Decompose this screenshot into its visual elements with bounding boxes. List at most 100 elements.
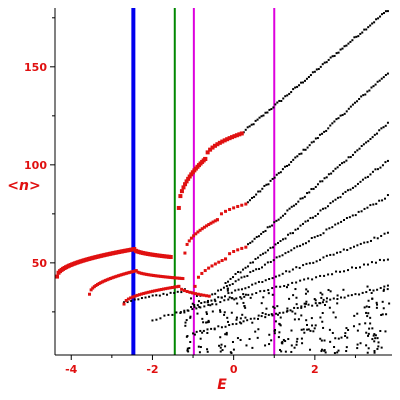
black-point — [248, 199, 251, 202]
black-point — [323, 274, 326, 277]
black-point — [329, 202, 332, 205]
black-point — [366, 175, 369, 178]
red-point — [215, 218, 219, 222]
black-point — [292, 88, 295, 91]
black-cloud-point — [345, 350, 348, 353]
black-point — [290, 161, 293, 164]
black-cloud-point — [294, 288, 297, 291]
black-cloud-point — [356, 343, 359, 346]
black-point — [300, 152, 303, 155]
black-point — [382, 126, 385, 129]
black-point — [210, 299, 213, 302]
black-point — [308, 144, 311, 147]
black-point — [357, 210, 360, 213]
red-point — [126, 297, 130, 301]
black-cloud-point — [367, 347, 370, 350]
black-point — [379, 166, 382, 169]
black-cloud-point — [319, 302, 322, 305]
black-point — [171, 313, 174, 316]
black-point — [288, 207, 291, 210]
black-point — [333, 120, 336, 123]
black-point — [227, 280, 230, 283]
black-point — [344, 190, 347, 193]
black-point — [311, 216, 314, 219]
black-point — [254, 282, 257, 285]
red-point — [200, 271, 204, 275]
black-point — [281, 168, 284, 171]
red-point — [240, 246, 244, 250]
black-cloud-point — [321, 311, 324, 314]
black-point — [381, 13, 384, 16]
black-cloud-point — [385, 313, 388, 316]
black-point — [223, 295, 226, 298]
red-point — [219, 212, 223, 216]
black-point — [303, 195, 306, 198]
black-cloud-point — [285, 286, 288, 289]
black-cloud-point — [328, 306, 331, 309]
red-point — [88, 292, 92, 296]
black-point — [287, 283, 290, 286]
black-point — [364, 93, 367, 96]
black-point — [351, 266, 354, 269]
black-point — [266, 111, 269, 114]
red-point — [121, 272, 125, 276]
black-point — [238, 321, 241, 324]
black-point — [258, 116, 261, 119]
black-point — [370, 261, 373, 264]
black-cloud-point — [278, 331, 281, 334]
black-point — [255, 291, 258, 294]
black-cloud-point — [356, 329, 359, 332]
black-point — [350, 294, 353, 297]
black-point — [347, 107, 350, 110]
red-point — [239, 131, 244, 136]
black-point — [272, 259, 275, 262]
black-point — [326, 205, 329, 208]
black-point — [193, 305, 196, 308]
black-point — [237, 278, 240, 281]
black-point — [342, 248, 345, 251]
black-cloud-point — [226, 320, 229, 323]
black-point — [376, 80, 379, 83]
black-point — [365, 291, 368, 294]
red-point — [244, 202, 248, 206]
black-cloud-point — [205, 321, 208, 324]
black-point — [321, 132, 324, 135]
black-point — [246, 126, 249, 129]
black-cloud-point — [344, 332, 347, 335]
black-point — [324, 207, 327, 210]
black-point — [305, 262, 308, 265]
black-point — [247, 293, 250, 296]
red-point — [202, 225, 206, 229]
black-point — [282, 311, 285, 314]
black-point — [339, 270, 342, 273]
black-point — [314, 185, 317, 188]
black-point — [158, 294, 161, 297]
black-point — [252, 261, 255, 264]
black-point — [336, 298, 339, 301]
black-point — [274, 243, 277, 246]
black-cloud-point — [198, 305, 201, 308]
black-point — [301, 197, 304, 200]
black-cloud-point — [202, 321, 205, 324]
red-point — [91, 286, 95, 290]
black-cloud-point — [209, 304, 212, 307]
red-point — [198, 228, 202, 232]
black-point — [251, 196, 254, 199]
black-cloud-point — [206, 331, 209, 334]
black-point — [384, 161, 387, 164]
black-cloud-point — [305, 319, 308, 322]
black-point — [173, 291, 176, 294]
black-point — [252, 269, 255, 272]
black-point — [306, 192, 309, 195]
black-cloud-point — [251, 321, 254, 324]
black-point — [166, 293, 169, 296]
black-point — [286, 233, 289, 236]
red-point — [205, 150, 210, 155]
red-point — [192, 234, 196, 238]
black-cloud-point — [184, 324, 187, 327]
black-point — [240, 276, 243, 279]
black-point — [294, 228, 297, 231]
black-point — [264, 279, 267, 282]
red-point — [196, 275, 200, 279]
red-point — [179, 276, 183, 280]
